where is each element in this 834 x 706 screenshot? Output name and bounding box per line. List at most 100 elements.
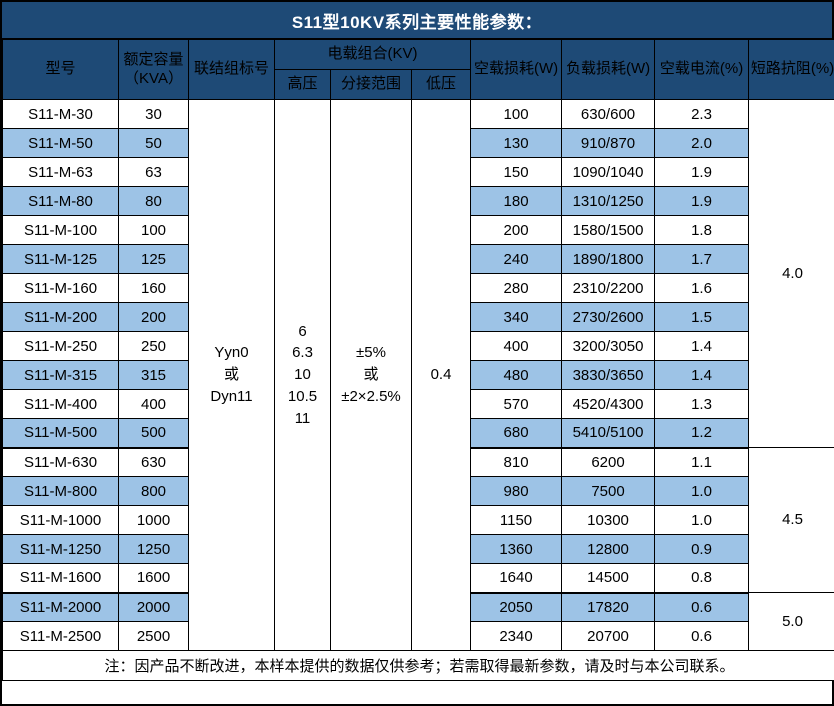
capacity-cell: 800: [118, 476, 189, 506]
col-header-capacity: 额定容量 （KVA）: [118, 39, 189, 100]
no-load-current-cell: 0.9: [654, 534, 750, 564]
table-row: S11-M-630 630 810 6200 1.1 4.5: [2, 447, 834, 593]
capacity-cell: 160: [118, 273, 189, 303]
capacity-cell: 200: [118, 302, 189, 332]
no-load-loss-cell: 100: [470, 99, 563, 129]
model-cell: S11-M-80: [2, 186, 119, 216]
table-row: S11-M-125 125 240 1890/1800 1.7: [2, 244, 834, 274]
capacity-cell: 80: [118, 186, 189, 216]
table-row: S11-M-2500 2500 2340 20700 0.6: [2, 621, 834, 651]
no-load-current-cell: 1.4: [654, 360, 750, 390]
table-row: S11-M-100 100 200 1580/1500 1.8: [2, 215, 834, 245]
table-row: S11-M-50 50 130 910/870 2.0: [2, 128, 834, 158]
spec-table: 型号 额定容量 （KVA） 联结组标号 电载组合(KV) 空载损耗(W) 负载损…: [1, 39, 834, 681]
no-load-loss-cell: 570: [470, 389, 563, 419]
no-load-current-cell: 1.8: [654, 215, 750, 245]
table-row: S11-M-2000 2000 2050 17820 0.6 5.0: [2, 592, 834, 651]
col-header-connection: 联结组标号: [188, 39, 275, 100]
model-cell: S11-M-100: [2, 215, 119, 245]
load-loss-cell: 630/600: [561, 99, 656, 129]
col-header-impedance: 短路抗阻(%): [748, 39, 834, 100]
col-header-no-load-loss: 空载损耗(W): [470, 39, 563, 100]
model-cell: S11-M-250: [2, 331, 119, 361]
capacity-cell: 400: [118, 389, 189, 419]
model-cell: S11-M-63: [2, 157, 119, 187]
load-loss-cell: 17820: [561, 592, 656, 622]
model-cell: S11-M-1000: [2, 505, 119, 535]
load-loss-cell: 14500: [561, 563, 656, 594]
tap-range-cell: ±5% 或 ±2×2.5%: [330, 99, 412, 651]
model-cell: S11-M-630: [2, 447, 119, 477]
table-row: S11-M-1600 1600 1640 14500 0.8: [2, 563, 834, 594]
table-body: S11-M-30 30 Yyn0 或 Dyn11 6 6.3 10 10.5 11 ±5…: [2, 99, 834, 651]
col-header-hv: 高压: [274, 69, 331, 100]
no-load-current-cell: 1.0: [654, 476, 750, 506]
load-loss-cell: 1310/1250: [561, 186, 656, 216]
col-header-model: 型号: [2, 39, 119, 100]
no-load-current-cell: 0.6: [654, 621, 750, 651]
no-load-loss-cell: 480: [470, 360, 563, 390]
model-cell: S11-M-1250: [2, 534, 119, 564]
col-header-load-loss: 负载损耗(W): [561, 39, 656, 100]
model-cell: S11-M-2000: [2, 592, 119, 622]
capacity-cell: 2500: [118, 621, 189, 651]
no-load-current-cell: 1.2: [654, 418, 750, 449]
capacity-cell: 1600: [118, 563, 189, 594]
model-cell: S11-M-2500: [2, 621, 119, 651]
no-load-loss-cell: 1640: [470, 563, 563, 594]
no-load-loss-cell: 340: [470, 302, 563, 332]
page-title: S11型10KV系列主要性能参数：: [2, 2, 832, 39]
load-loss-cell: 20700: [561, 621, 656, 651]
capacity-cell: 30: [118, 99, 189, 129]
table-header: 型号 额定容量 （KVA） 联结组标号 电载组合(KV) 空载损耗(W) 负载损…: [2, 39, 834, 100]
capacity-cell: 315: [118, 360, 189, 390]
load-loss-cell: 4520/4300: [561, 389, 656, 419]
model-cell: S11-M-1600: [2, 563, 119, 594]
load-loss-cell: 1890/1800: [561, 244, 656, 274]
capacity-cell: 500: [118, 418, 189, 449]
no-load-current-cell: 2.3: [654, 99, 750, 129]
model-cell: S11-M-160: [2, 273, 119, 303]
model-cell: S11-M-500: [2, 418, 119, 449]
no-load-loss-cell: 2340: [470, 621, 563, 651]
no-load-current-cell: 1.3: [654, 389, 750, 419]
hv-cell: 6 6.3 10 10.5 11: [274, 99, 331, 651]
col-header-voltage-group: 电载组合(KV): [273, 39, 472, 70]
capacity-cell: 1000: [118, 505, 189, 535]
table-row: S11-M-30 30 Yyn0 或 Dyn11 6 6.3 10 10.5 11 ±5…: [2, 99, 834, 651]
load-loss-cell: 6200: [561, 447, 656, 477]
impedance-cell: 4.0: [748, 99, 834, 448]
capacity-cell: 63: [118, 157, 189, 187]
table-row: S11-M-250 250 400 3200/3050 1.4: [2, 331, 834, 361]
model-cell: S11-M-200: [2, 302, 119, 332]
capacity-cell: 630: [118, 447, 189, 477]
no-load-loss-cell: 680: [470, 418, 563, 449]
model-cell: S11-M-315: [2, 360, 119, 390]
no-load-current-cell: 1.5: [654, 302, 750, 332]
no-load-current-cell: 1.9: [654, 157, 750, 187]
model-cell: S11-M-30: [2, 99, 119, 129]
no-load-loss-cell: 200: [470, 215, 563, 245]
capacity-cell: 2000: [118, 592, 189, 622]
no-load-loss-cell: 180: [470, 186, 563, 216]
no-load-loss-cell: 280: [470, 273, 563, 303]
no-load-current-cell: 2.0: [654, 128, 750, 158]
no-load-current-cell: 1.4: [654, 331, 750, 361]
capacity-cell: 1250: [118, 534, 189, 564]
footnote: 注：因产品不断改进，本样本提供的数据仅供参考；若需取得最新参数，请及时与本公司联…: [1, 650, 834, 681]
impedance-cell: 4.5: [748, 447, 834, 593]
load-loss-cell: 1580/1500: [561, 215, 656, 245]
capacity-cell: 50: [118, 128, 189, 158]
load-loss-cell: 10300: [561, 505, 656, 535]
no-load-current-cell: 1.7: [654, 244, 750, 274]
no-load-current-cell: 0.8: [654, 563, 750, 594]
no-load-current-cell: 1.1: [654, 447, 750, 477]
capacity-cell: 100: [118, 215, 189, 245]
table-row: S11-M-400 400 570 4520/4300 1.3: [2, 389, 834, 419]
no-load-loss-cell: 1150: [470, 505, 563, 535]
impedance-cell: 5.0: [748, 592, 834, 651]
table-footer: 注：因产品不断改进，本样本提供的数据仅供参考；若需取得最新参数，请及时与本公司联…: [1, 650, 834, 681]
table-row: S11-M-200 200 340 2730/2600 1.5: [2, 302, 834, 332]
table-row: S11-M-1000 1000 1150 10300 1.0: [2, 505, 834, 535]
